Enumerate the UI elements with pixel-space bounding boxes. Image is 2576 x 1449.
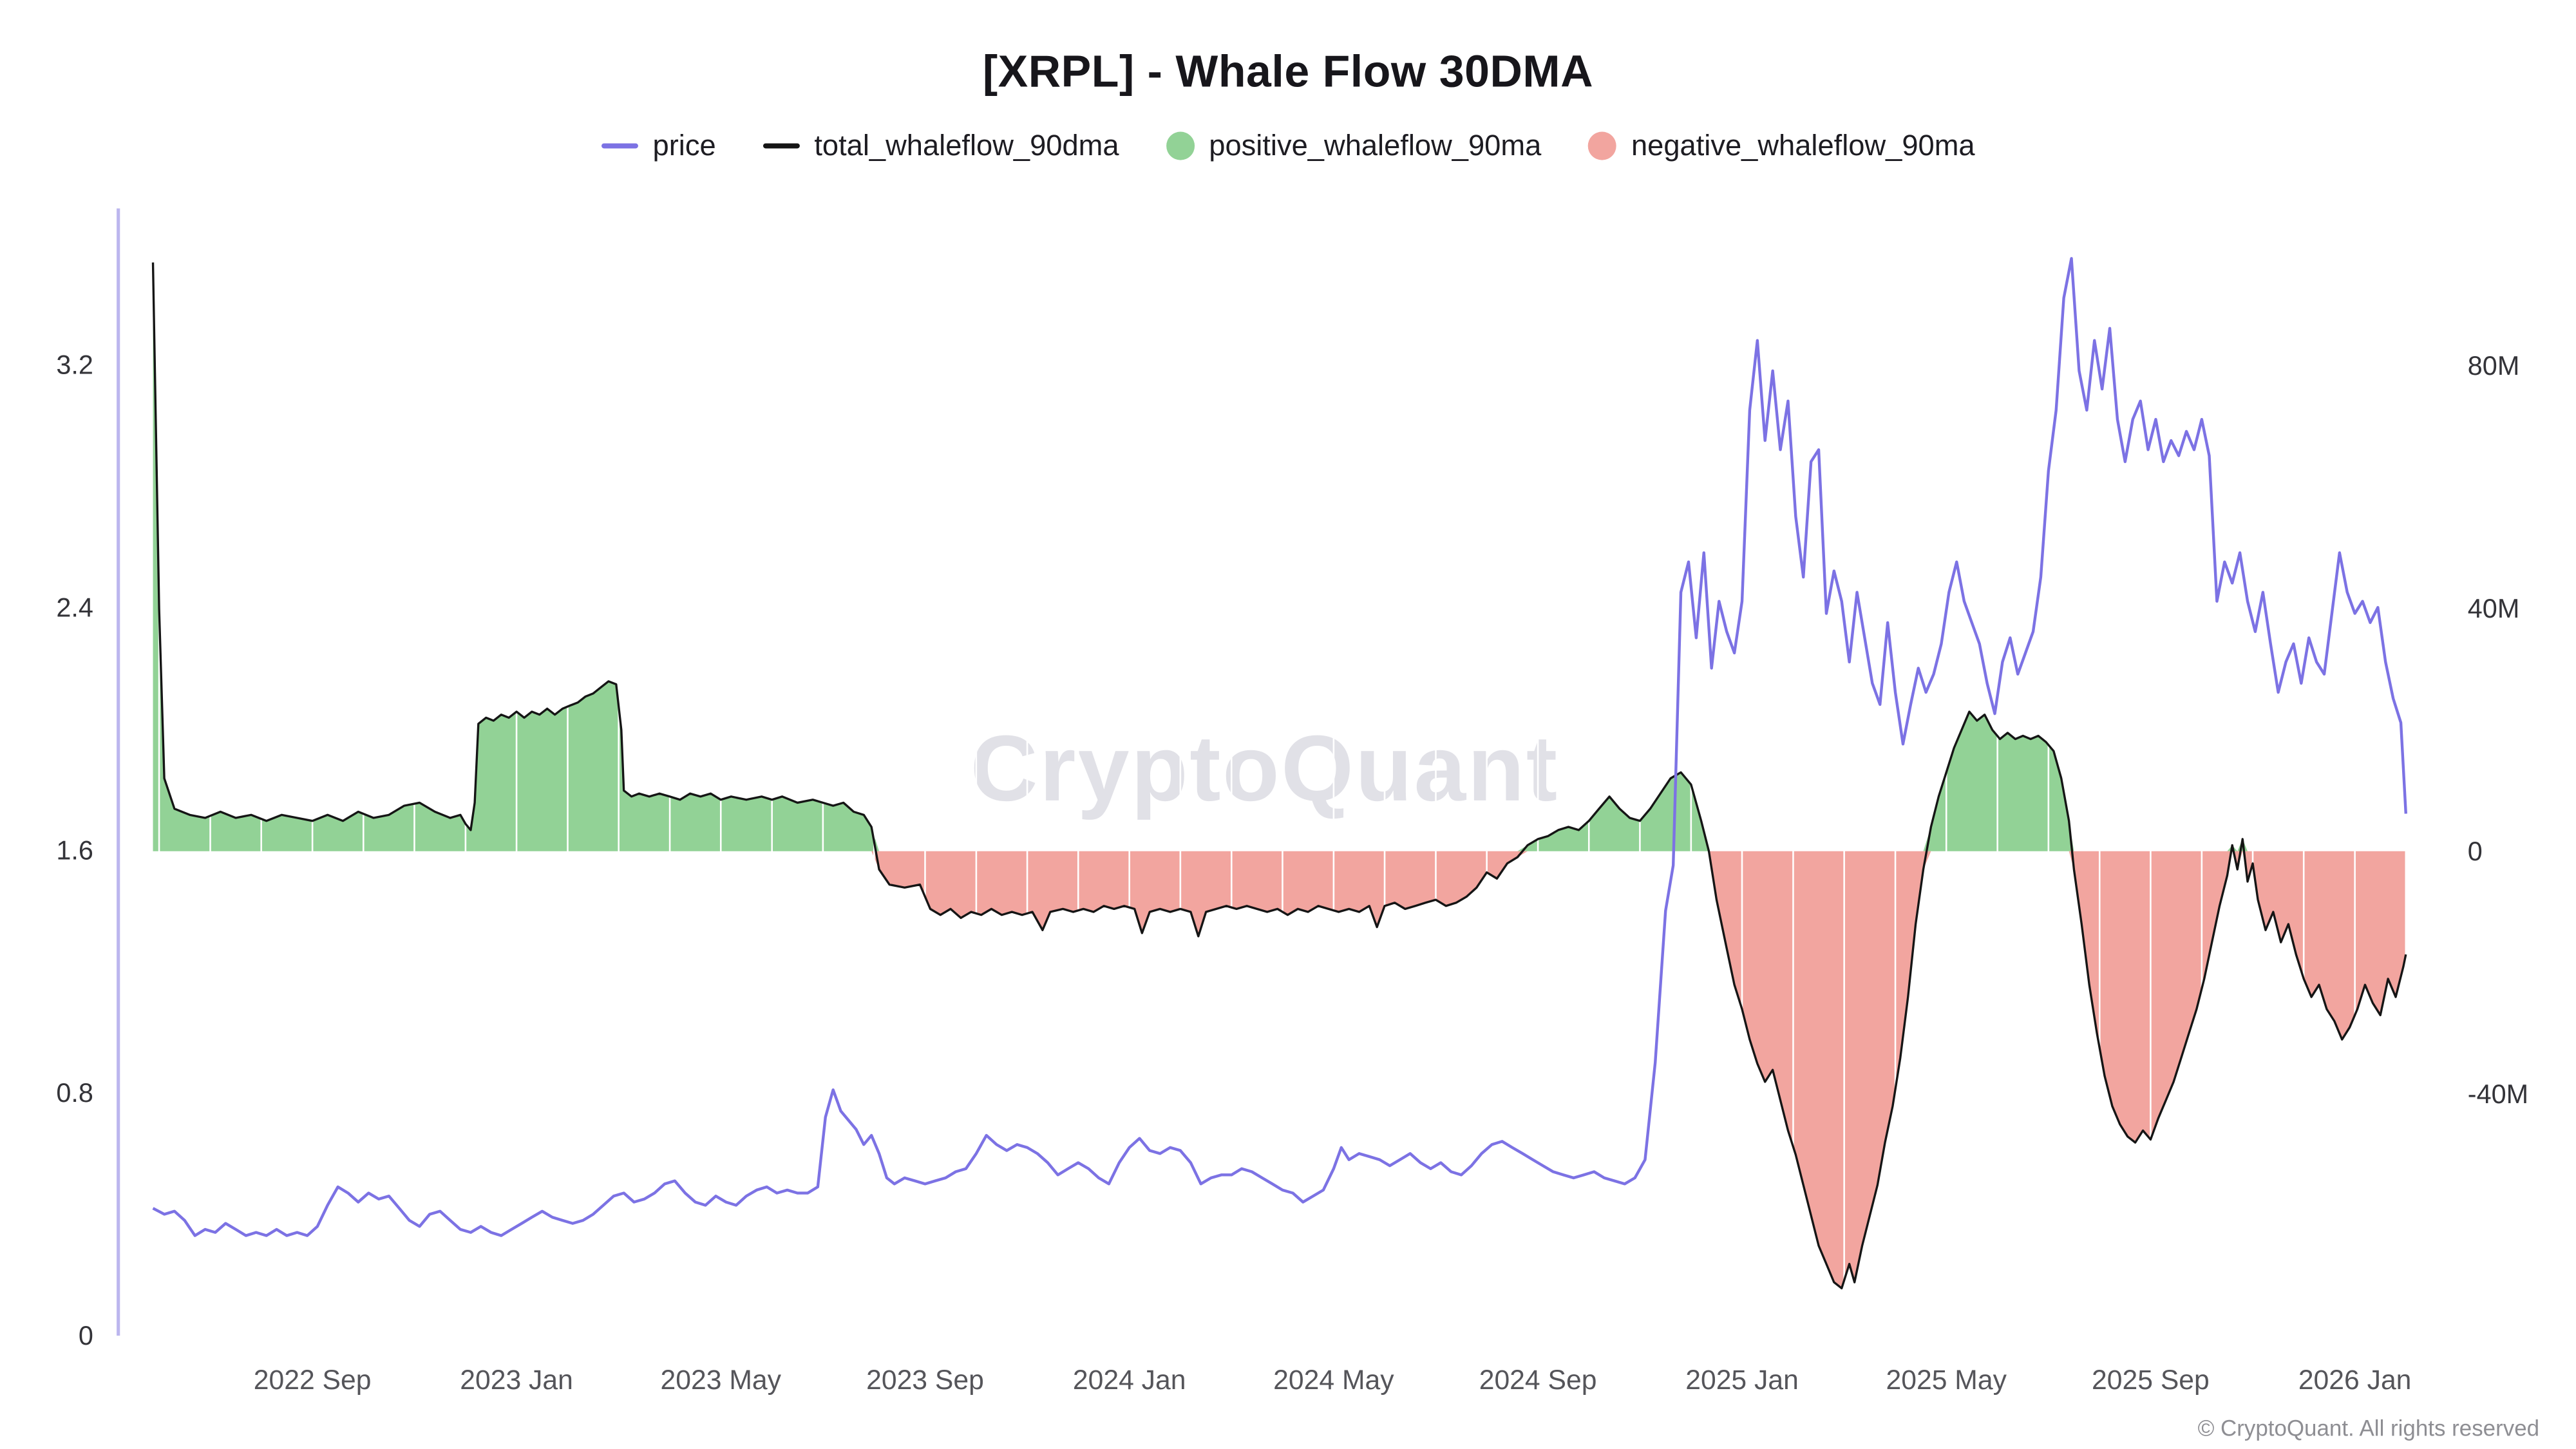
flow-tick-label: 0 — [2468, 837, 2483, 866]
legend-item-positive_whaleflow_90ma[interactable]: positive_whaleflow_90ma — [1166, 128, 1541, 163]
x-tick-label: 2023 Jan — [460, 1365, 573, 1396]
legend-dot-swatch — [1166, 131, 1195, 160]
legend-item-total_whaleflow_90dma[interactable]: total_whaleflow_90dma — [762, 128, 1119, 163]
chart-title: [XRPL] - Whale Flow 30DMA — [982, 46, 1594, 97]
x-tick-label: 2023 Sep — [866, 1365, 984, 1396]
watermark: CryptoQuant — [970, 715, 1559, 820]
x-tick-label: 2025 Sep — [2092, 1365, 2210, 1396]
flow-axis-labels: 80M 40M 0 -40M — [2468, 351, 2528, 1109]
x-tick-label: 2023 May — [661, 1365, 782, 1396]
legend-item-price[interactable]: price — [601, 128, 716, 163]
flow-tick-label: 40M — [2468, 594, 2520, 623]
legend-label: price — [652, 128, 716, 162]
x-tick-label: 2024 Sep — [1479, 1365, 1597, 1396]
legend-label: total_whaleflow_90dma — [814, 128, 1119, 162]
price-tick-label: 3.2 — [56, 350, 93, 379]
x-tick-label: 2026 Jan — [2298, 1365, 2412, 1396]
legend-dot-swatch — [1587, 131, 1616, 160]
x-tick-label: 2024 May — [1273, 1365, 1394, 1396]
legend-line-swatch — [762, 143, 800, 149]
x-tick-label: 2024 Jan — [1073, 1365, 1186, 1396]
x-axis-labels: 2022 Sep 2023 Jan 2023 May 2023 Sep 2024 Jan… — [254, 1365, 2412, 1396]
price-tick-label: 2.4 — [56, 592, 93, 622]
legend-line-swatch — [601, 143, 638, 149]
price-tick-label: 0 — [79, 1321, 93, 1350]
copyright-text: © CryptoQuant. All rights reserved — [2197, 1416, 2540, 1441]
x-tick-label: 2025 May — [1886, 1365, 2007, 1396]
flow-tick-label: 80M — [2468, 351, 2520, 381]
price-tick-label: 1.6 — [56, 835, 93, 865]
negative-flow-fill — [153, 851, 2406, 1289]
legend-item-negative_whaleflow_90ma[interactable]: negative_whaleflow_90ma — [1587, 128, 1975, 163]
positive-flow-fill — [153, 262, 2406, 851]
x-tick-label: 2025 Jan — [1685, 1365, 1799, 1396]
legend: price total_whaleflow_90dma positive_whale… — [0, 128, 2576, 163]
whaleflow-line — [151, 262, 2407, 1290]
price-line — [152, 257, 2407, 1237]
legend-label: positive_whaleflow_90ma — [1209, 128, 1542, 162]
legend-label: negative_whaleflow_90ma — [1631, 128, 1975, 162]
flow-tick-label: -40M — [2468, 1079, 2528, 1109]
price-tick-label: 0.8 — [56, 1078, 93, 1108]
price-axis-labels: 0 0.8 1.6 2.4 3.2 — [56, 350, 93, 1350]
x-tick-label: 2022 Sep — [254, 1365, 372, 1396]
